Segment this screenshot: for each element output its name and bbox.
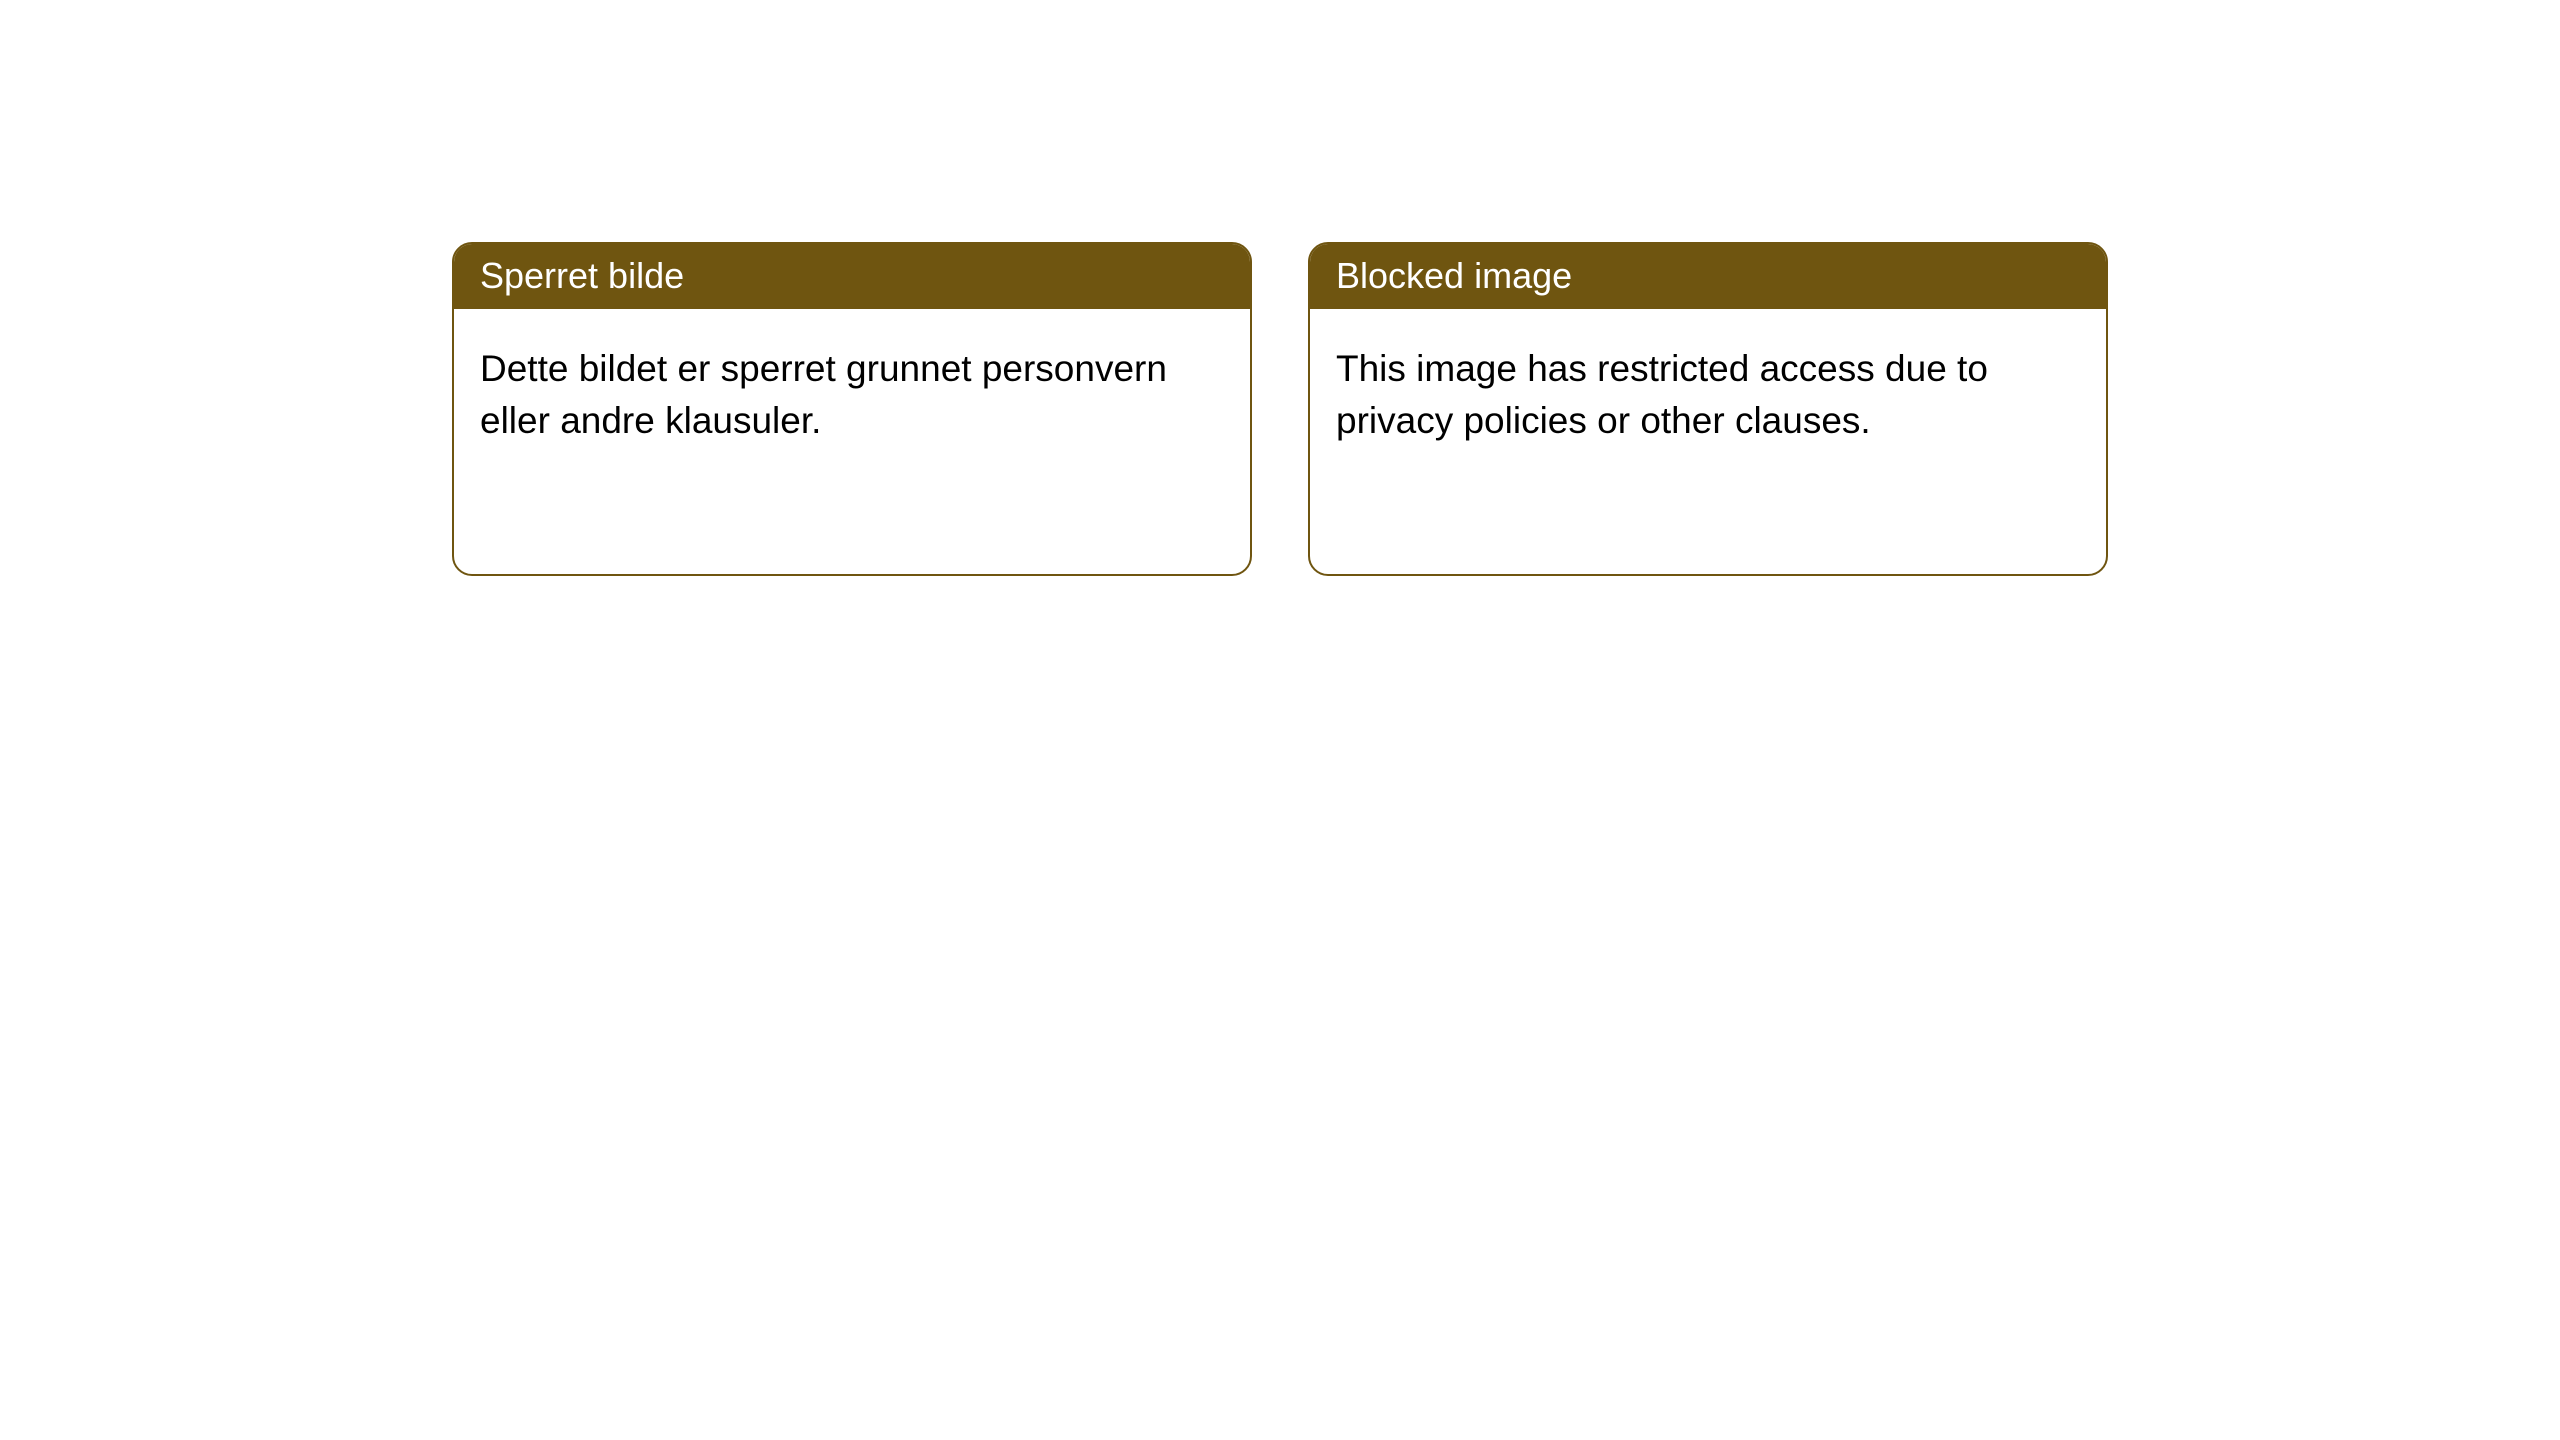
notice-card-norwegian: Sperret bilde Dette bildet er sperret gr… — [452, 242, 1252, 576]
notice-card-english: Blocked image This image has restricted … — [1308, 242, 2108, 576]
notice-body-en: This image has restricted access due to … — [1310, 309, 2106, 481]
notice-title-no: Sperret bilde — [454, 244, 1250, 309]
notice-body-no: Dette bildet er sperret grunnet personve… — [454, 309, 1250, 481]
notice-title-en: Blocked image — [1310, 244, 2106, 309]
notice-container: Sperret bilde Dette bildet er sperret gr… — [0, 0, 2560, 576]
